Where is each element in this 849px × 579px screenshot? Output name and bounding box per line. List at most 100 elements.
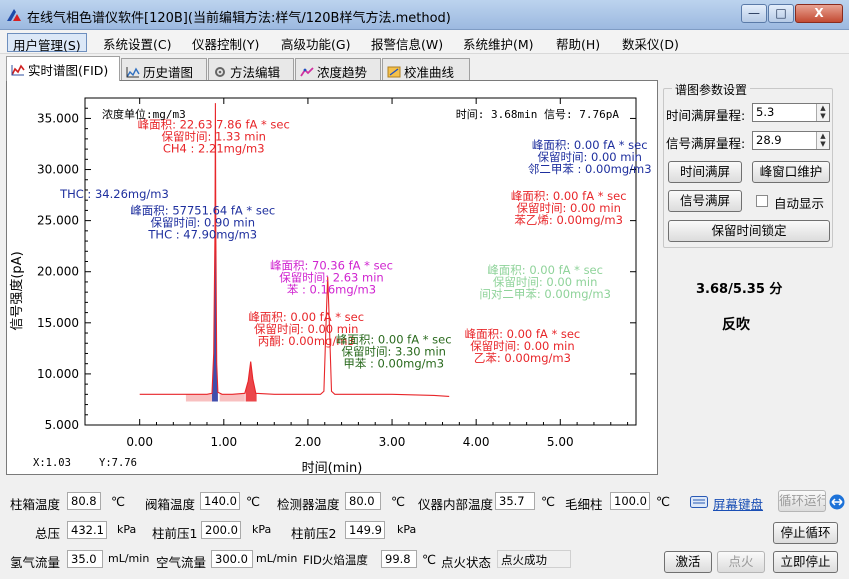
retention-time-lock-button[interactable]: 保留时间锁定 [668, 220, 830, 242]
run-progress-text: 3.68/5.35 分 [696, 282, 783, 297]
maximize-button[interactable]: □ [768, 4, 794, 23]
hydrogen-flow-value: 35.0 [67, 550, 103, 568]
time-full-screen-button[interactable]: 时间满屏 [668, 161, 742, 183]
peak-annotation-text: 峰面积: 22.63 7.86 fA * sec [138, 118, 290, 132]
peak-annotation-text: 保留时间: 0.90 min [151, 215, 255, 229]
menu-system-maintenance[interactable]: 系统维护(M) [463, 37, 534, 52]
auto-display-label: 自动显示 [774, 196, 825, 211]
signal-range-value: 28.9 [756, 133, 782, 147]
peak-annotation-text: 峰面积: 70.36 fA * sec [270, 259, 393, 273]
menu-help[interactable]: 帮助(H) [556, 37, 601, 52]
keyboard-icon [690, 496, 708, 508]
y-tick-label: 20.000 [37, 265, 79, 279]
peak-annotation-text: 丙酮: 0.00mg/m3 [258, 334, 355, 348]
peak-window-button[interactable]: 峰窗口维护 [752, 161, 830, 183]
capillary-value: 100.0 [610, 492, 650, 510]
front-pressure2-label: 柱前压2 [291, 526, 337, 541]
chart-settings-panel: 谱图参数设置 时间满屏量程: 5.3 ▲ ▼ 信号满屏量程: 28.9 ▲ ▼ 时间… [660, 80, 843, 475]
spinner-arrows-icon[interactable]: ▲ ▼ [816, 104, 829, 121]
chromatogram-panel: 5.000 10.000 15.000 20.000 25.000 30.000 35.00… [6, 80, 658, 475]
peak-annotation-text: 保留时间: 0.00 min [254, 322, 358, 336]
menu-instrument-control[interactable]: 仪器控制(Y) [192, 37, 260, 52]
close-button[interactable]: X [795, 4, 843, 23]
front-pressure2-unit: kPa [397, 523, 417, 536]
gear-icon [215, 67, 225, 77]
y-tick-label: 5.000 [45, 418, 79, 432]
valve-temp-value: 140.0 [200, 492, 240, 510]
window-title: 在线气相色谱仪软件[120B](当前编辑方法:样气/120B样气方法.metho… [27, 11, 451, 26]
auto-display-checkbox[interactable] [756, 195, 768, 207]
activate-button[interactable]: 激活 [664, 551, 712, 573]
menu-bar: 用户管理(S) 系统设置(C) 仪器控制(Y) 高级功能(G) 报警信息(W) … [0, 30, 849, 54]
tab-label: 浓度趋势 [317, 65, 368, 80]
chart-parameter-group: 谱图参数设置 时间满屏量程: 5.3 ▲ ▼ 信号满屏量程: 28.9 ▲ ▼ 时间… [663, 81, 833, 248]
menu-system-settings[interactable]: 系统设置(C) [103, 37, 172, 52]
menu-user-management[interactable]: 用户管理(S) [7, 33, 87, 53]
peak-annotation-text: 保留时间: 0.00 min [516, 201, 620, 215]
ignition-state-label: 点火状态 [441, 555, 492, 570]
hydrogen-flow-unit: mL/min [108, 552, 150, 565]
tab-method-edit[interactable]: 方法编辑 [208, 58, 294, 80]
peak-annotation-text: 乙苯: 0.00mg/m3 [474, 351, 571, 365]
remote-connect-icon[interactable] [829, 494, 845, 510]
peak-annotation-text: 甲苯 : 0.00mg/m3 [343, 356, 444, 370]
cursor-readout: 时间: 3.68min 信号: 7.76pA [456, 108, 620, 121]
front-pressure1-value: 200.0 [201, 521, 241, 539]
tab-calibration-curve[interactable]: 校准曲线 [382, 58, 470, 80]
signal-series-line [139, 103, 450, 397]
stop-now-button[interactable]: 立即停止 [773, 551, 838, 573]
peak-area-fill [185, 393, 213, 402]
flame-temp-value: 99.8 [381, 550, 417, 568]
loop-run-button[interactable]: 循环运行 [778, 490, 826, 512]
tab-label: 校准曲线 [404, 65, 455, 80]
peak-annotation-text: 保留时间: 3.30 min [341, 344, 445, 358]
flame-temp-unit: ℃ [422, 552, 437, 567]
total-pressure-label: 总压 [35, 526, 61, 541]
peak-annotation-text: 间对二甲苯: 0.00mg/m3 [479, 287, 611, 301]
trend-icon [300, 67, 314, 77]
signal-range-label: 信号满屏量程: [666, 136, 746, 151]
tab-bar: 实时谱图(FID) 历史谱图 方法编辑 浓度趋势 校准曲线 [0, 56, 849, 81]
front-pressure1-unit: kPa [252, 523, 272, 536]
detector-temp-label: 检测器温度 [277, 497, 340, 512]
air-flow-unit: mL/min [256, 552, 298, 565]
inner-temp-label: 仪器内部温度 [418, 497, 494, 512]
y-tick-label: 10.000 [37, 367, 79, 381]
cursor-x-readout: X:1.03 [33, 457, 71, 469]
on-screen-keyboard-link[interactable]: 屏幕键盘 [713, 497, 764, 512]
tab-label: 实时谱图(FID) [28, 63, 109, 78]
tab-realtime-chromatogram[interactable]: 实时谱图(FID) [6, 56, 120, 81]
history-chart-icon [126, 67, 140, 78]
stop-loop-button[interactable]: 停止循环 [773, 522, 838, 544]
tab-history-chromatogram[interactable]: 历史谱图 [121, 58, 207, 80]
peak-area-fill [219, 393, 245, 402]
time-range-input[interactable]: 5.3 ▲ ▼ [752, 103, 830, 122]
title-bar: 在线气相色谱仪软件[120B](当前编辑方法:样气/120B样气方法.metho… [0, 0, 849, 30]
calibration-icon [387, 66, 401, 78]
signal-full-screen-button[interactable]: 信号满屏 [668, 190, 742, 212]
menu-data-collector[interactable]: 数采仪(D) [622, 37, 679, 52]
detector-temp-unit: ℃ [391, 494, 406, 509]
inner-temp-unit: ℃ [541, 494, 556, 509]
tab-label: 历史谱图 [143, 65, 194, 80]
tab-concentration-trend[interactable]: 浓度趋势 [295, 58, 381, 80]
signal-range-input[interactable]: 28.9 ▲ ▼ [752, 131, 830, 150]
menu-alarm-info[interactable]: 报警信息(W) [371, 37, 444, 52]
peak-annotation-text: 保留时间: 1.33 min [161, 130, 265, 144]
peak-annotation-text: 峰面积: 0.00 fA * sec [248, 310, 364, 324]
run-state-text: 反吹 [722, 317, 750, 333]
peak-annotation-text: 峰面积: 0.00 fA * sec [465, 327, 581, 341]
spinner-arrows-icon[interactable]: ▲ ▼ [816, 132, 829, 149]
chart-icon [11, 64, 25, 76]
minimize-button[interactable]: — [741, 4, 767, 23]
menu-advanced[interactable]: 高级功能(G) [281, 37, 351, 52]
peak-annotation-text: 峰面积: 0.00 fA * sec [532, 138, 648, 152]
capillary-label: 毛细柱 [565, 497, 603, 512]
peak-annotation-text: 峰面积: 0.00 fA * sec [336, 332, 452, 346]
ignite-button[interactable]: 点火 [717, 551, 765, 573]
total-pressure-value: 432.1 [67, 521, 107, 539]
x-tick-label: 3.00 [379, 435, 406, 449]
chromatogram-chart[interactable]: 5.000 10.000 15.000 20.000 25.000 30.000 35.00… [7, 81, 657, 474]
concentration-unit-label: 浓度单位:mg/m3 [102, 107, 186, 121]
y-tick-label: 30.000 [37, 163, 79, 177]
